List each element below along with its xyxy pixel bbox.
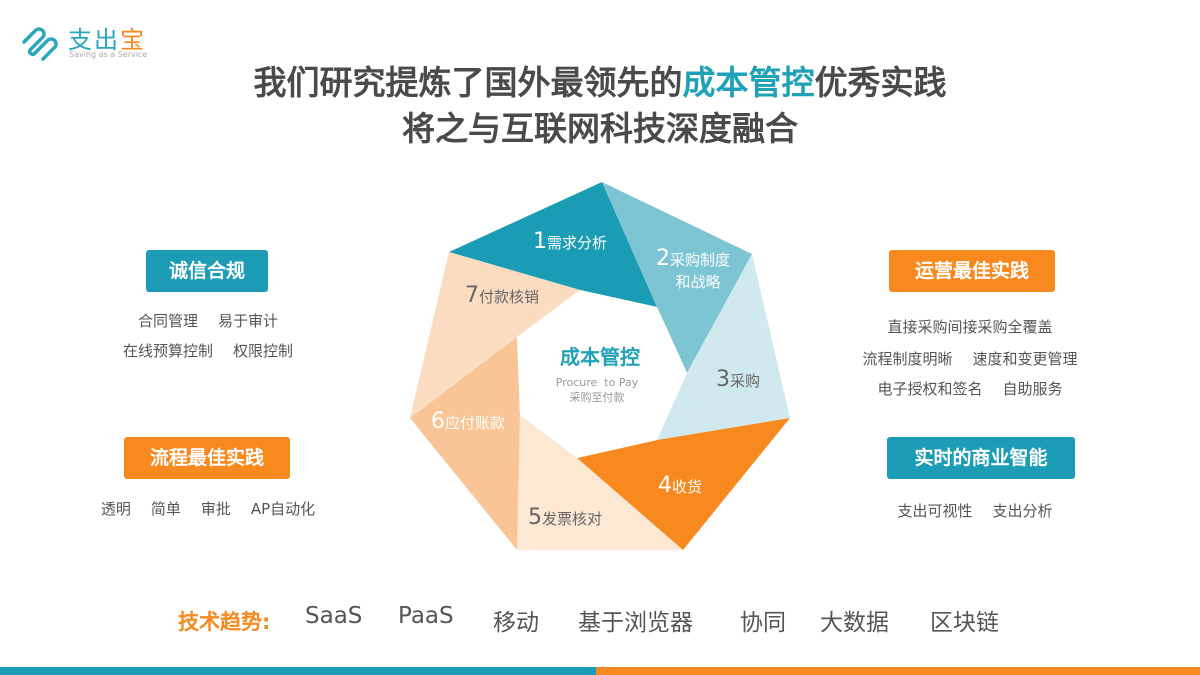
title-text: 我们研究提炼了国外最领先的 bbox=[253, 63, 683, 102]
title-highlight: 成本管控 bbox=[682, 63, 815, 102]
bi-items: 支出可视性 支出分析 bbox=[830, 500, 1120, 521]
cycle-segment-1 bbox=[449, 182, 657, 307]
tech-item: 基于浏览器 bbox=[578, 610, 693, 636]
integrity-row-2: 在线预算控制 权限控制 bbox=[60, 340, 356, 361]
cycle-center-en: Procure to Pay bbox=[556, 376, 639, 389]
operations-item: 直接采购间接采购全覆盖 bbox=[887, 318, 1053, 336]
operations-item: 流程制度明晰 bbox=[862, 350, 953, 368]
operations-row-3: 电子授权和签名 自助服务 bbox=[820, 378, 1120, 399]
cycle-center-cn: 采购至付款 bbox=[570, 390, 625, 404]
logo-name-part2: 宝 bbox=[120, 26, 146, 54]
logo: 支出宝 Saving as a Service bbox=[18, 18, 168, 64]
cycle-segment-3 bbox=[657, 254, 790, 440]
operations-row-2: 流程制度明晰 速度和变更管理 bbox=[820, 348, 1120, 369]
process-items: 透明 简单 审批 AP自动化 bbox=[60, 498, 356, 519]
logo-tagline: Saving as a Service bbox=[69, 50, 148, 59]
title-text-end: 优秀实践 bbox=[814, 63, 947, 102]
cycle-segment-5 bbox=[517, 415, 683, 550]
operations-item: 速度和变更管理 bbox=[972, 350, 1078, 368]
integrity-item: 易于审计 bbox=[218, 312, 279, 330]
tech-item: 协同 bbox=[740, 610, 786, 636]
operations-item: 自助服务 bbox=[1002, 380, 1063, 398]
cycle-center-title: 成本管控 bbox=[560, 345, 640, 369]
cycle-center bbox=[517, 290, 687, 458]
tech-item: 区块链 bbox=[930, 610, 999, 636]
cycle-step-label-1: 1需求分析 bbox=[533, 229, 607, 254]
cycle-step-label-5: 5发票核对 bbox=[528, 505, 602, 530]
title-line-2: 将之与互联网科技深度融合 bbox=[402, 109, 798, 148]
operations-badge: 运营最佳实践 bbox=[889, 250, 1055, 292]
process-item: 透明 bbox=[100, 500, 131, 518]
integrity-row-1: 合同管理 易于审计 bbox=[60, 310, 356, 331]
title-line-1: 我们研究提炼了国外最领先的成本管控优秀实践 bbox=[0, 56, 1200, 104]
process-badge: 流程最佳实践 bbox=[124, 437, 290, 479]
footer-bar-teal bbox=[0, 667, 596, 675]
tech-trend-label: 技术趋势: bbox=[178, 610, 271, 634]
process-item: 简单 bbox=[150, 500, 181, 518]
bi-item: 支出分析 bbox=[992, 502, 1053, 520]
cycle-step-label-4: 4收货 bbox=[658, 473, 702, 498]
logo-name-part1: 支出 bbox=[68, 26, 120, 54]
cycle-segment-7 bbox=[410, 252, 580, 418]
cycle-segment-4 bbox=[577, 418, 790, 550]
paperclip-logo-icon bbox=[22, 27, 58, 61]
process-item: AP自动化 bbox=[250, 500, 316, 518]
operations-row-1: 直接采购间接采购全覆盖 bbox=[820, 316, 1120, 337]
tech-item: 大数据 bbox=[820, 610, 889, 636]
integrity-item: 合同管理 bbox=[137, 312, 198, 330]
integrity-item: 在线预算控制 bbox=[122, 342, 213, 360]
cycle-step-label-3: 3采购 bbox=[716, 367, 760, 392]
cycle-step-label-6: 6应付账款 bbox=[431, 409, 505, 434]
cycle-segment-2 bbox=[602, 182, 752, 373]
tech-item: SaaS bbox=[305, 603, 363, 629]
bi-badge: 实时的商业智能 bbox=[887, 437, 1075, 479]
integrity-item: 权限控制 bbox=[233, 342, 294, 360]
cycle-step-label-2-line2: 和战略 bbox=[675, 273, 720, 291]
integrity-badge: 诚信合规 bbox=[146, 250, 268, 292]
process-item: 审批 bbox=[200, 500, 231, 518]
bi-item: 支出可视性 bbox=[897, 502, 973, 520]
cycle-segment-6 bbox=[410, 337, 520, 550]
tech-item: 移动 bbox=[493, 610, 539, 636]
operations-item: 电子授权和签名 bbox=[877, 380, 983, 398]
cycle-step-label-7: 7付款核销 bbox=[465, 283, 539, 308]
logo-name: 支出宝 bbox=[68, 20, 146, 55]
footer-bar-orange bbox=[596, 667, 1200, 675]
cycle-step-label-2: 2采购制度 bbox=[656, 246, 730, 271]
tech-item: PaaS bbox=[398, 603, 454, 629]
